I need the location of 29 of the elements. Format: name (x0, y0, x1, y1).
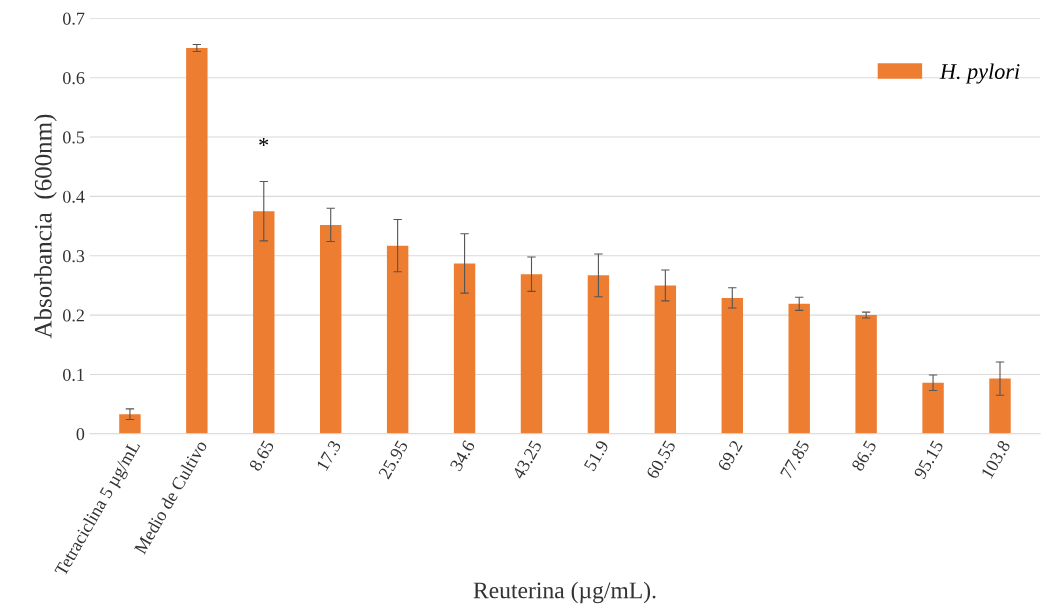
bar (721, 297, 743, 434)
x-tick-label: 69.2 (717, 439, 743, 472)
y-tick-label: 0.2 (63, 309, 84, 322)
bar (855, 315, 877, 434)
annotation: * (259, 137, 269, 147)
y-tick-label: 0 (76, 428, 85, 441)
bar (654, 285, 677, 434)
x-tick-label: 51.9 (583, 439, 610, 472)
bar (386, 245, 409, 434)
x-axis-title: Reuterina (µg/mL). (473, 581, 656, 604)
bar (788, 303, 810, 434)
y-tick-label: 0.7 (63, 12, 85, 25)
bar (453, 263, 476, 434)
bar (253, 211, 275, 434)
bar (320, 224, 342, 434)
bar (186, 48, 208, 434)
bar (119, 414, 141, 434)
x-tick-label: 17.3 (316, 439, 342, 472)
y-tick-label: 0.5 (63, 131, 85, 144)
bar (922, 382, 944, 434)
bar (989, 378, 1011, 434)
y-tick-label: 0.6 (63, 71, 85, 85)
y-tick-label: 0.1 (63, 368, 84, 381)
y-tick-label: 0.4 (63, 190, 85, 203)
bar (520, 274, 543, 434)
bar (587, 275, 610, 434)
y-axis-title: Absorbancia (600nm) (34, 114, 57, 339)
legend-label: H. pylori (939, 63, 1020, 84)
y-tick-label: 0.3 (63, 250, 85, 263)
